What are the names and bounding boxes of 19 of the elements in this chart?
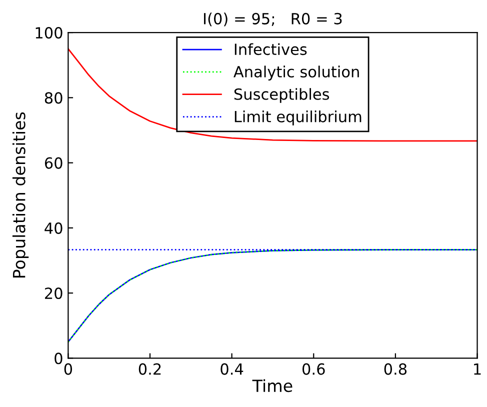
x-tick-label: 0 bbox=[64, 363, 72, 375]
y-tick-label: 0 bbox=[54, 352, 62, 364]
x-tick-label: 0.2 bbox=[138, 363, 161, 375]
legend-label: Analytic solution bbox=[234, 66, 359, 80]
y-axis-title: Population densities bbox=[12, 112, 29, 278]
legend-label: Infectives bbox=[234, 43, 307, 56]
y-tick-label: 80 bbox=[44, 92, 62, 104]
x-tick-label: 0.4 bbox=[220, 363, 244, 375]
y-tick-label: 20 bbox=[44, 288, 62, 300]
y-tick-label: 60 bbox=[44, 157, 62, 169]
legend-label: Susceptibles bbox=[234, 88, 330, 103]
x-tick-label: 1 bbox=[474, 363, 481, 375]
y-tick-label: 40 bbox=[44, 222, 62, 234]
legend-label: Limit equilibrium bbox=[234, 110, 362, 126]
y-tick-label: 100 bbox=[36, 27, 62, 39]
x-tick-label: 0.8 bbox=[384, 363, 407, 375]
chart-title: I(0) = 95; R0 = 3 bbox=[204, 12, 342, 26]
x-tick-label: 0.6 bbox=[302, 363, 325, 375]
x-axis-title: Time bbox=[252, 379, 292, 392]
